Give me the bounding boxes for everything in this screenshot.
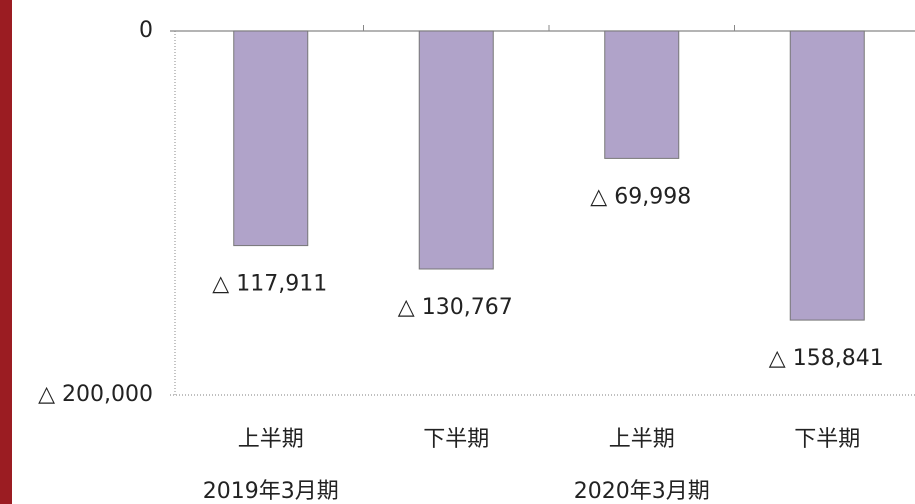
bar: [418, 30, 494, 270]
group-label: 2020年3月期: [574, 479, 710, 504]
bar: [233, 30, 309, 247]
x-tick-label: 上半期: [238, 427, 304, 452]
value-label: △ 117,911: [212, 272, 327, 297]
value-label: △ 69,998: [590, 184, 691, 209]
side-bar: [0, 0, 12, 504]
value-label: △ 130,767: [398, 295, 513, 320]
x-tick-label: 上半期: [609, 427, 675, 452]
x-tick-label: 下半期: [794, 427, 860, 452]
y-tick-label: △ 200,000: [38, 382, 153, 407]
x-tick-label: 下半期: [423, 427, 489, 452]
y-tick-label: 0: [139, 18, 153, 43]
bar: [789, 30, 865, 321]
group-label: 2019年3月期: [203, 479, 339, 504]
bar: [604, 30, 680, 159]
value-label: △ 158,841: [769, 346, 884, 371]
